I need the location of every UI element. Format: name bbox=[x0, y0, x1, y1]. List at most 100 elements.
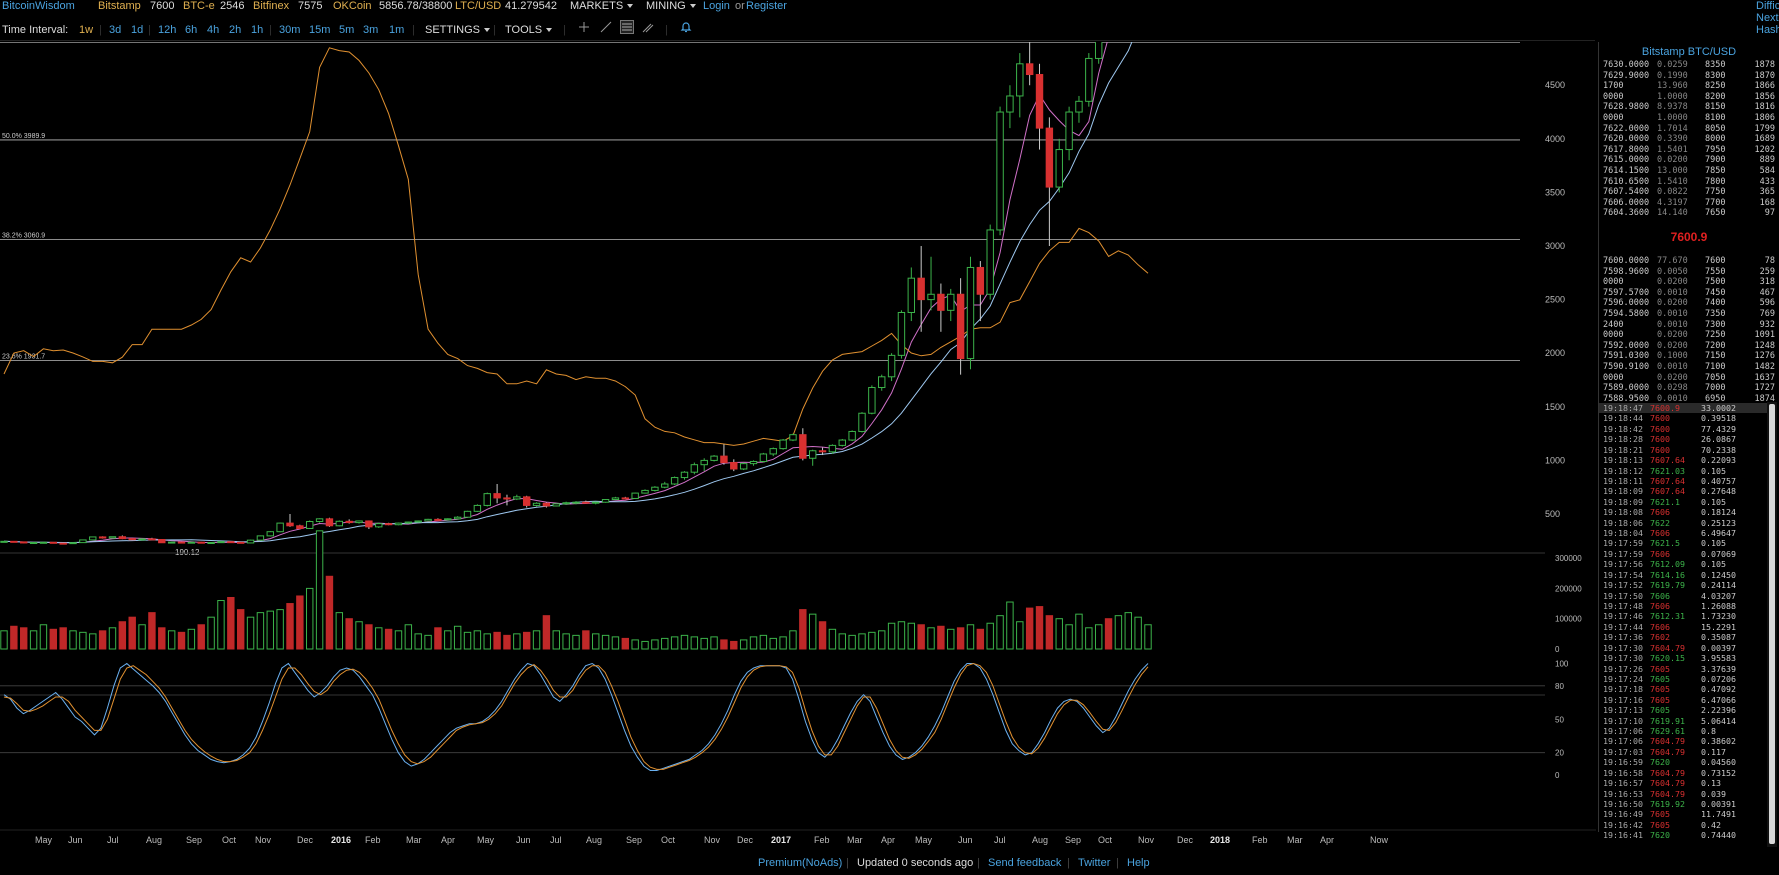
bid-row-cell: 259 bbox=[1759, 266, 1775, 277]
ask-row[interactable]: 7614.1500 13.000 7850 584 bbox=[1599, 166, 1779, 177]
candle-body bbox=[315, 518, 324, 523]
volume-bar bbox=[848, 634, 856, 650]
stochastic-oscillator bbox=[0, 662, 1545, 771]
settings-menu[interactable]: SETTINGS bbox=[425, 23, 491, 37]
bid-row[interactable]: 7589.0000 0.0298 7000 1727 bbox=[1599, 383, 1779, 394]
ask-row[interactable]: 7620.0000 0.3390 8000 1689 bbox=[1599, 134, 1779, 145]
time-axis-label: Feb bbox=[1252, 835, 1268, 845]
divider: | bbox=[148, 24, 151, 36]
tools-menu[interactable]: TOOLS bbox=[505, 23, 553, 37]
register-link[interactable]: Register bbox=[746, 0, 787, 12]
trade-cell: 0.07206 bbox=[1701, 673, 1736, 684]
fib-tool-icon[interactable] bbox=[620, 20, 634, 38]
bid-row-cell: 596 bbox=[1759, 298, 1775, 309]
trade-row: 19:18:09 7607.64 0.27648 bbox=[1599, 486, 1767, 496]
ask-row[interactable]: 7606.0000 4.3197 7700 168 bbox=[1599, 198, 1779, 209]
trades-scrollbar-thumb[interactable] bbox=[1769, 404, 1775, 844]
ask-row-cell: 0.1990 bbox=[1657, 70, 1688, 81]
fib-label: 23.6% 1931.7 bbox=[2, 354, 45, 361]
interval-1m[interactable]: 1m bbox=[389, 24, 405, 36]
bid-row-cell: 7250 bbox=[1705, 330, 1726, 341]
bid-row-cell: 7300 bbox=[1705, 319, 1726, 330]
crosshair-icon[interactable] bbox=[578, 21, 590, 37]
ask-row[interactable]: 7617.8000 1.5401 7950 1202 bbox=[1599, 145, 1779, 156]
ticker-exchange-ltcusd[interactable]: LTC/USD bbox=[455, 0, 502, 12]
ask-row[interactable]: 0000 1.0000 8100 1806 bbox=[1599, 113, 1779, 124]
bell-icon[interactable] bbox=[680, 21, 692, 37]
bid-row[interactable]: 7592.0000 0.0200 7200 1248 bbox=[1599, 341, 1779, 352]
mining-menu[interactable]: MINING bbox=[646, 0, 696, 13]
trade-cell: 19:17:30 bbox=[1603, 642, 1643, 653]
bid-row[interactable]: 0000 0.0200 7250 1091 bbox=[1599, 330, 1779, 341]
bid-row[interactable]: 7598.9600 0.0050 7550 259 bbox=[1599, 267, 1779, 278]
candle-body bbox=[789, 434, 797, 441]
price-axis: 7500700065006000550050004500400035003000… bbox=[1545, 80, 1565, 519]
pen-tool-icon[interactable] bbox=[642, 21, 654, 37]
candle-body bbox=[0, 540, 8, 543]
bid-row[interactable]: 7594.5800 0.0010 7350 769 bbox=[1599, 309, 1779, 320]
ask-row[interactable]: 7604.3600 14.140 7650 97 bbox=[1599, 208, 1779, 219]
candle-body bbox=[138, 538, 146, 541]
divider: | bbox=[977, 857, 980, 869]
interval-12h[interactable]: 12h bbox=[158, 24, 177, 36]
trade-cell: 19:18:28 bbox=[1603, 434, 1643, 445]
brand-logo[interactable]: BitcoinWisdom bbox=[2, 0, 75, 12]
bid-row[interactable]: 7600.0000 77.670 7600 78 bbox=[1599, 256, 1779, 267]
ask-row[interactable]: 7629.9000 0.1990 8300 1870 bbox=[1599, 71, 1779, 82]
ask-row[interactable]: 1700 13.960 8250 1866 bbox=[1599, 81, 1779, 92]
interval-15m[interactable]: 15m bbox=[309, 24, 331, 36]
interval-1d[interactable]: 1d bbox=[131, 24, 144, 36]
ticker-exchange-bitstamp[interactable]: Bitstamp bbox=[98, 0, 141, 12]
ask-row[interactable]: 7615.0000 0.0200 7900 889 bbox=[1599, 155, 1779, 166]
candle-body bbox=[394, 522, 403, 526]
premium-link[interactable]: Premium(NoAds) bbox=[758, 857, 843, 869]
interval-1h[interactable]: 1h bbox=[251, 24, 264, 36]
bid-row[interactable]: 7588.9500 0.0010 6950 1874 bbox=[1599, 394, 1779, 405]
bid-row[interactable]: 0000 0.0200 7050 1637 bbox=[1599, 373, 1779, 384]
markets-menu[interactable]: MARKETS bbox=[570, 0, 634, 13]
interval-3d[interactable]: 3d bbox=[109, 24, 122, 36]
bid-row[interactable]: 7596.0000 0.0200 7400 596 bbox=[1599, 298, 1779, 309]
interval-3m[interactable]: 3m bbox=[363, 24, 379, 36]
bid-row[interactable]: 7597.5700 0.0010 7450 467 bbox=[1599, 288, 1779, 299]
trade-row: 19:17:10 7619.91 5.06414 bbox=[1599, 716, 1767, 726]
trade-cell: 0.117 bbox=[1701, 746, 1726, 757]
interval-30m[interactable]: 30m bbox=[279, 24, 301, 36]
bid-row[interactable]: 7591.0300 0.1000 7150 1276 bbox=[1599, 351, 1779, 362]
ask-row[interactable]: 0000 1.0000 8200 1856 bbox=[1599, 92, 1779, 103]
time-axis-label: Apr bbox=[1320, 835, 1334, 845]
ask-row[interactable]: 7607.5400 0.0822 7750 365 bbox=[1599, 187, 1779, 198]
interval-2h[interactable]: 2h bbox=[229, 24, 242, 36]
trade-cell: 7607.64 bbox=[1650, 475, 1685, 486]
ask-row[interactable]: 7628.9800 8.9378 8150 1816 bbox=[1599, 102, 1779, 113]
candle-body bbox=[49, 541, 58, 544]
line-tool-icon[interactable] bbox=[600, 21, 612, 37]
twitter-link[interactable]: Twitter bbox=[1078, 857, 1111, 869]
interval-6h[interactable]: 6h bbox=[185, 24, 198, 36]
ticker-exchange-bitfinex[interactable]: Bitfinex bbox=[253, 0, 290, 12]
time-axis-label: Aug bbox=[146, 835, 162, 845]
interval-4h[interactable]: 4h bbox=[207, 24, 220, 36]
ask-row[interactable]: 7610.6500 1.5410 7800 433 bbox=[1599, 177, 1779, 188]
ask-row[interactable]: 7630.0000 0.0259 8350 1878 bbox=[1599, 60, 1779, 71]
ask-row-cell: 7610.6500 bbox=[1603, 176, 1650, 187]
candle-body bbox=[256, 535, 265, 541]
bid-row[interactable]: 0000 0.0200 7500 318 bbox=[1599, 277, 1779, 288]
ticker-exchange-btce[interactable]: BTC-e bbox=[183, 0, 215, 12]
bid-row[interactable]: 2400 0.0010 7300 932 bbox=[1599, 320, 1779, 331]
login-link[interactable]: Login bbox=[703, 0, 730, 12]
bid-row[interactable]: 7590.9100 0.0010 7100 1482 bbox=[1599, 362, 1779, 373]
price-axis-label: 1500 bbox=[1545, 402, 1565, 412]
trade-cell: 0.8 bbox=[1701, 726, 1716, 737]
last-price: 7600.9 bbox=[1670, 230, 1708, 244]
interval-1w[interactable]: 1w bbox=[79, 24, 94, 36]
interval-5m[interactable]: 5m bbox=[339, 24, 355, 36]
trade-row: 19:17:59 7621.5 0.105 bbox=[1599, 538, 1767, 548]
ticker-exchange-okcoin[interactable]: OKCoin bbox=[333, 0, 372, 12]
volume-bar bbox=[20, 627, 28, 650]
help-link[interactable]: Help bbox=[1127, 857, 1150, 869]
bid-row-cell: 932 bbox=[1759, 319, 1775, 330]
ask-row[interactable]: 7622.0000 1.7014 8050 1799 bbox=[1599, 124, 1779, 135]
send-feedback-link[interactable]: Send feedback bbox=[988, 857, 1062, 869]
